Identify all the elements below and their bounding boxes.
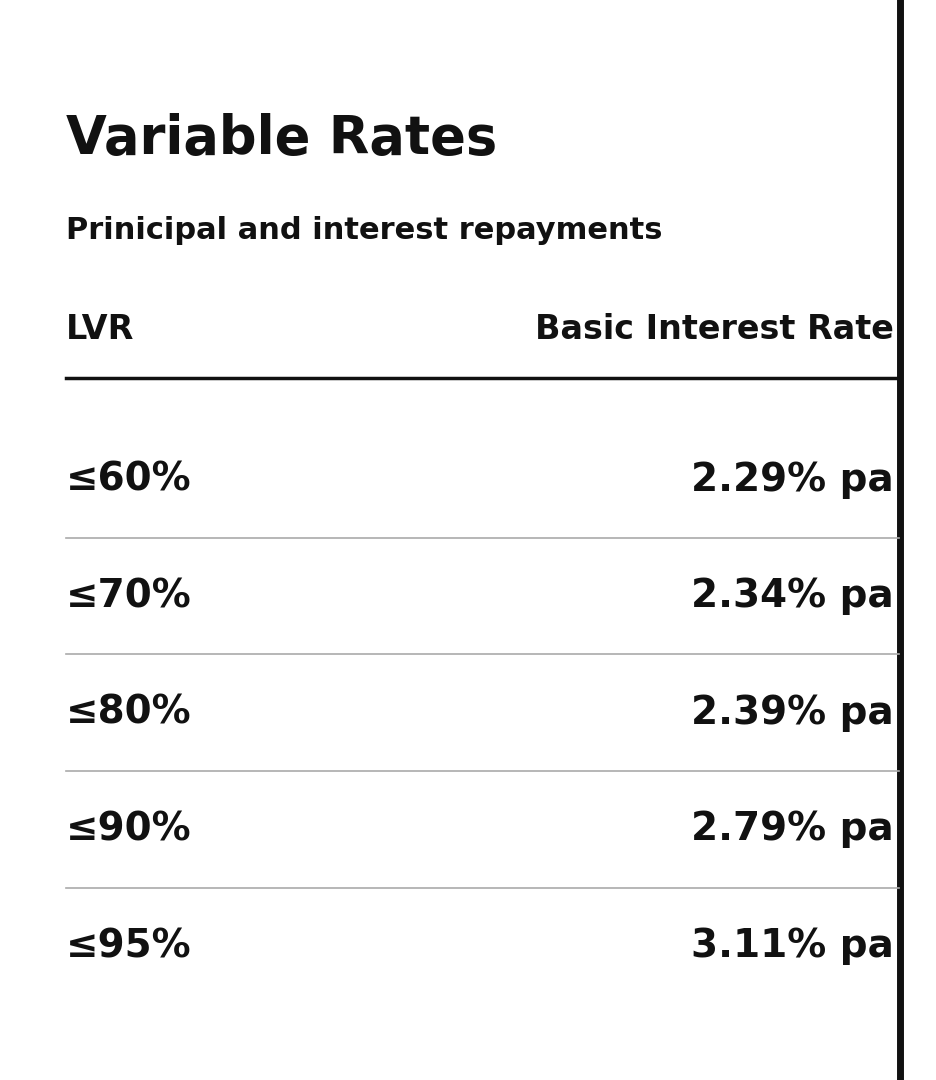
Text: 3.11% pa: 3.11% pa [691,927,894,966]
Text: 2.39% pa: 2.39% pa [692,693,894,732]
Text: LVR: LVR [66,313,134,347]
Text: 2.34% pa: 2.34% pa [692,577,894,616]
Text: 2.29% pa: 2.29% pa [692,460,894,499]
Text: ≤95%: ≤95% [66,927,191,966]
Text: ≤80%: ≤80% [66,693,191,732]
Text: Basic Interest Rate: Basic Interest Rate [535,313,894,347]
Text: Variable Rates: Variable Rates [66,113,497,165]
Text: ≤60%: ≤60% [66,460,191,499]
Text: ≤70%: ≤70% [66,577,191,616]
Text: 2.79% pa: 2.79% pa [692,810,894,849]
Text: Prinicipal and interest repayments: Prinicipal and interest repayments [66,216,662,245]
Text: ≤90%: ≤90% [66,810,191,849]
